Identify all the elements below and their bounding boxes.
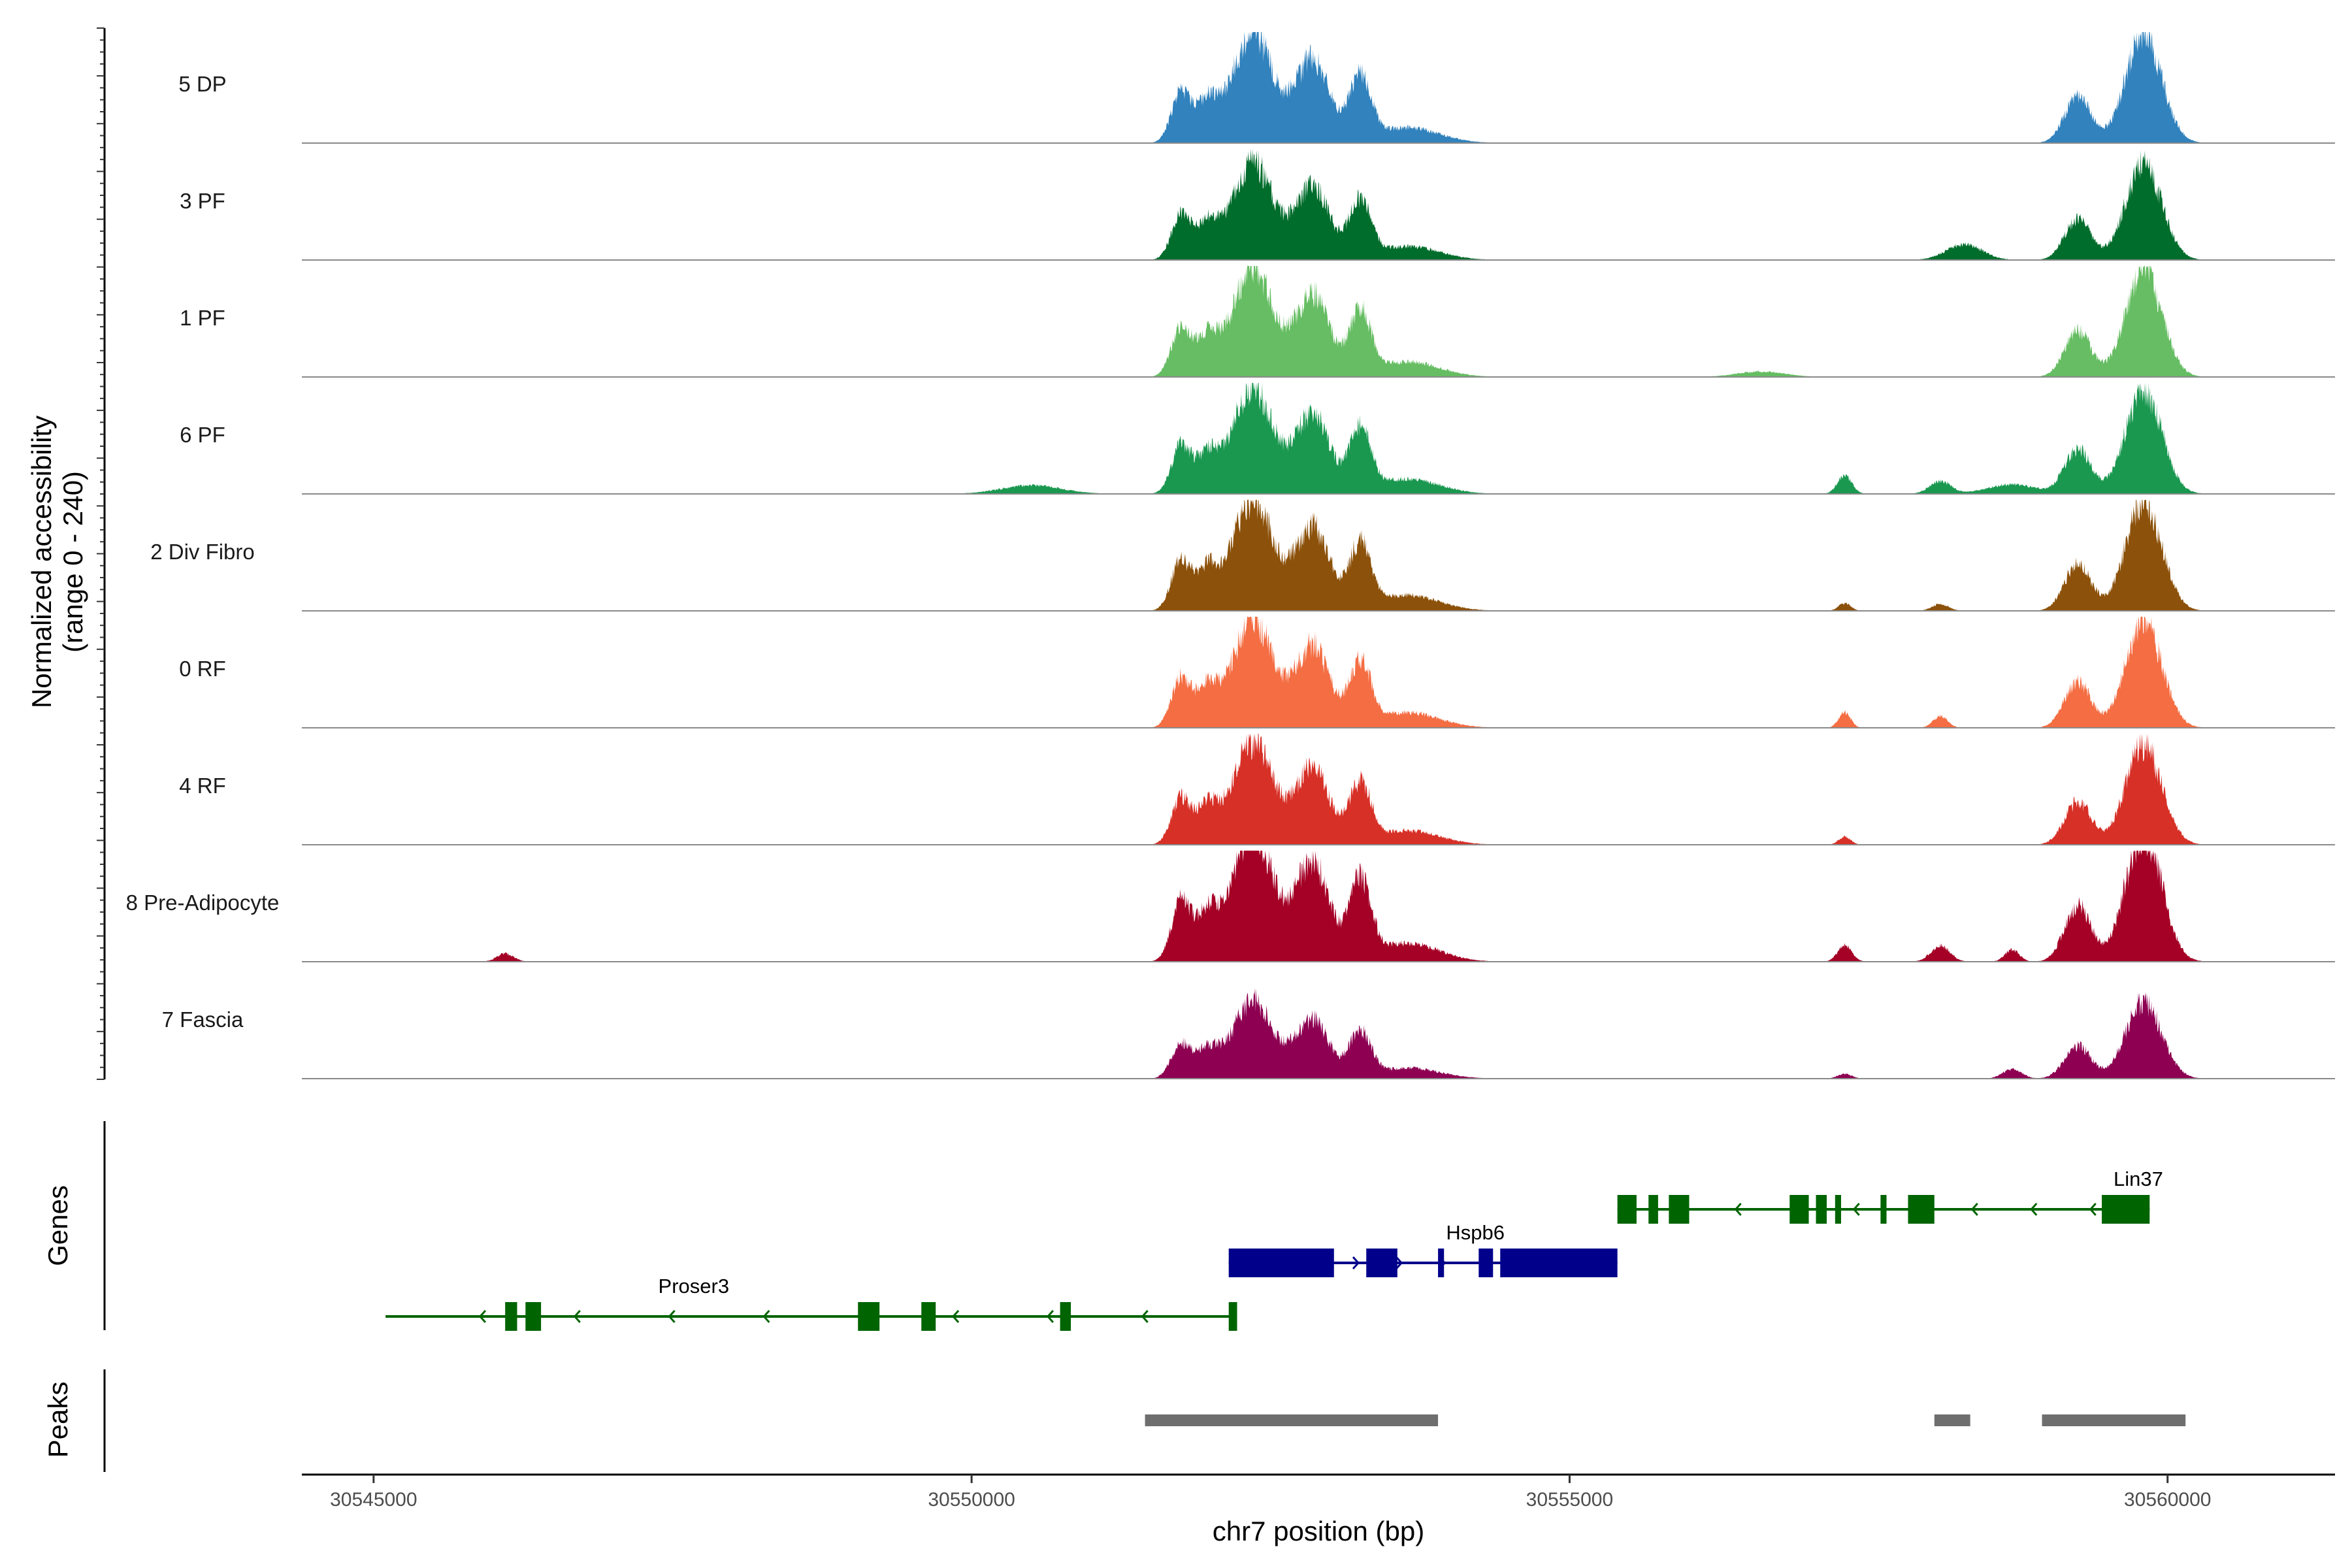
track-0-rf: 0 RF	[179, 617, 2335, 728]
track-8-pre-adipocyte: 8 Pre-Adipocyte	[126, 851, 2335, 962]
gene-label: Lin37	[2114, 1168, 2163, 1190]
track-2-div-fibro: 2 Div Fibro	[150, 500, 2335, 612]
gene-exon	[1366, 1249, 1397, 1277]
gene-strand-arrow	[1970, 1203, 1978, 1216]
track-4-rf: 4 RF	[179, 734, 2335, 845]
gene-exon	[858, 1302, 880, 1331]
coverage-area	[302, 266, 2215, 377]
gene-exon	[525, 1302, 542, 1331]
genes-track-title: Genes	[42, 1185, 73, 1266]
x-axis-title: chr7 position (bp)	[1213, 1516, 1425, 1546]
coverage-area	[302, 32, 2215, 143]
x-tick-label: 30555000	[1526, 1489, 1613, 1511]
x-tick-label: 30550000	[928, 1489, 1015, 1511]
gene-exon	[2102, 1195, 2150, 1224]
gene-strand-arrow	[1395, 1256, 1403, 1269]
peaks-track-title: Peaks	[42, 1382, 73, 1458]
x-tick-label: 30545000	[330, 1489, 417, 1511]
coverage-tracks: 5 DP 3 PF 1 PF 6 PF 2 Div Fibro 0 RF 4 RF 8 Pre…	[126, 32, 2335, 1079]
gene-strand-arrow	[952, 1310, 960, 1323]
track-label: 8 Pre-Adipocyte	[126, 890, 280, 915]
coverage-area	[302, 851, 2215, 962]
gene-strand-arrow	[1141, 1310, 1149, 1323]
track-label: 0 RF	[179, 657, 226, 681]
track-label: 4 RF	[179, 774, 226, 798]
peak-region	[1934, 1414, 1970, 1426]
gene-strand-arrow	[573, 1310, 581, 1323]
gene-exon	[1617, 1195, 1637, 1224]
gene-strand-arrow	[1852, 1203, 1860, 1216]
gene-strand-arrow	[2089, 1203, 2097, 1216]
peak-region	[2042, 1414, 2186, 1426]
gene-exon	[1816, 1195, 1827, 1224]
gene-exon	[505, 1302, 517, 1331]
track-label: 7 Fascia	[162, 1007, 244, 1032]
gene-exon	[1908, 1195, 1935, 1224]
gene-exon	[921, 1302, 936, 1331]
gene-strand-arrow	[1046, 1310, 1054, 1323]
gene-exon	[1880, 1195, 1887, 1224]
track-label: 5 DP	[178, 72, 226, 96]
track-3-pf: 3 PF	[180, 149, 2335, 261]
track-label: 2 Div Fibro	[150, 540, 255, 564]
gene-exon	[1228, 1302, 1237, 1331]
coverage-area	[302, 149, 2215, 260]
gene-exon	[1438, 1249, 1445, 1277]
gene-exon	[1478, 1249, 1494, 1277]
gene-exon	[1500, 1249, 1618, 1277]
track-label: 6 PF	[180, 423, 225, 447]
x-tick-label: 30560000	[2124, 1489, 2211, 1511]
track-label: 3 PF	[180, 189, 225, 213]
gene-hspb6: Hspb6	[1228, 1221, 1618, 1277]
coverage-area	[302, 734, 2215, 845]
gene-exon	[1835, 1195, 1841, 1224]
track-7-fascia: 7 Fascia	[162, 988, 2335, 1079]
coverage-area	[302, 383, 2215, 494]
gene-strand-arrow	[668, 1310, 676, 1323]
coverage-area	[302, 500, 2215, 611]
coverage-area	[302, 617, 2215, 728]
track-label: 1 PF	[180, 306, 225, 330]
gene-exon	[1060, 1302, 1071, 1331]
genes-track: Proser3 Hspb6 Lin37	[385, 1168, 2163, 1331]
track-6-pf: 6 PF	[180, 383, 2335, 495]
y-axis-subtitle: (range 0 - 240)	[57, 471, 88, 653]
gene-exon	[1669, 1195, 1690, 1224]
gene-proser3: Proser3	[385, 1275, 1237, 1331]
track-5-dp: 5 DP	[178, 32, 2335, 144]
x-axis: 30545000 30550000 30555000 30560000	[302, 1473, 2335, 1511]
coverage-y-axis	[97, 27, 106, 1080]
gene-strand-arrow	[762, 1310, 770, 1323]
gene-exon	[1789, 1195, 1809, 1224]
gene-strand-arrow	[2030, 1203, 2038, 1216]
gene-strand-arrow	[478, 1310, 487, 1323]
peaks-track	[1145, 1414, 2186, 1426]
gene-strand-arrow	[1352, 1256, 1360, 1269]
y-axis-title: Normalized accessibility	[26, 416, 57, 708]
gene-exon	[1648, 1195, 1658, 1224]
gene-exon	[1228, 1249, 1334, 1277]
gene-label: Hspb6	[1446, 1221, 1505, 1244]
gene-label: Proser3	[659, 1275, 730, 1298]
gene-strand-arrow	[1734, 1203, 1742, 1216]
gene-lin37: Lin37	[1617, 1168, 2163, 1224]
coverage-area	[302, 988, 2215, 1079]
track-1-pf: 1 PF	[180, 266, 2335, 378]
peak-region	[1145, 1414, 1439, 1426]
